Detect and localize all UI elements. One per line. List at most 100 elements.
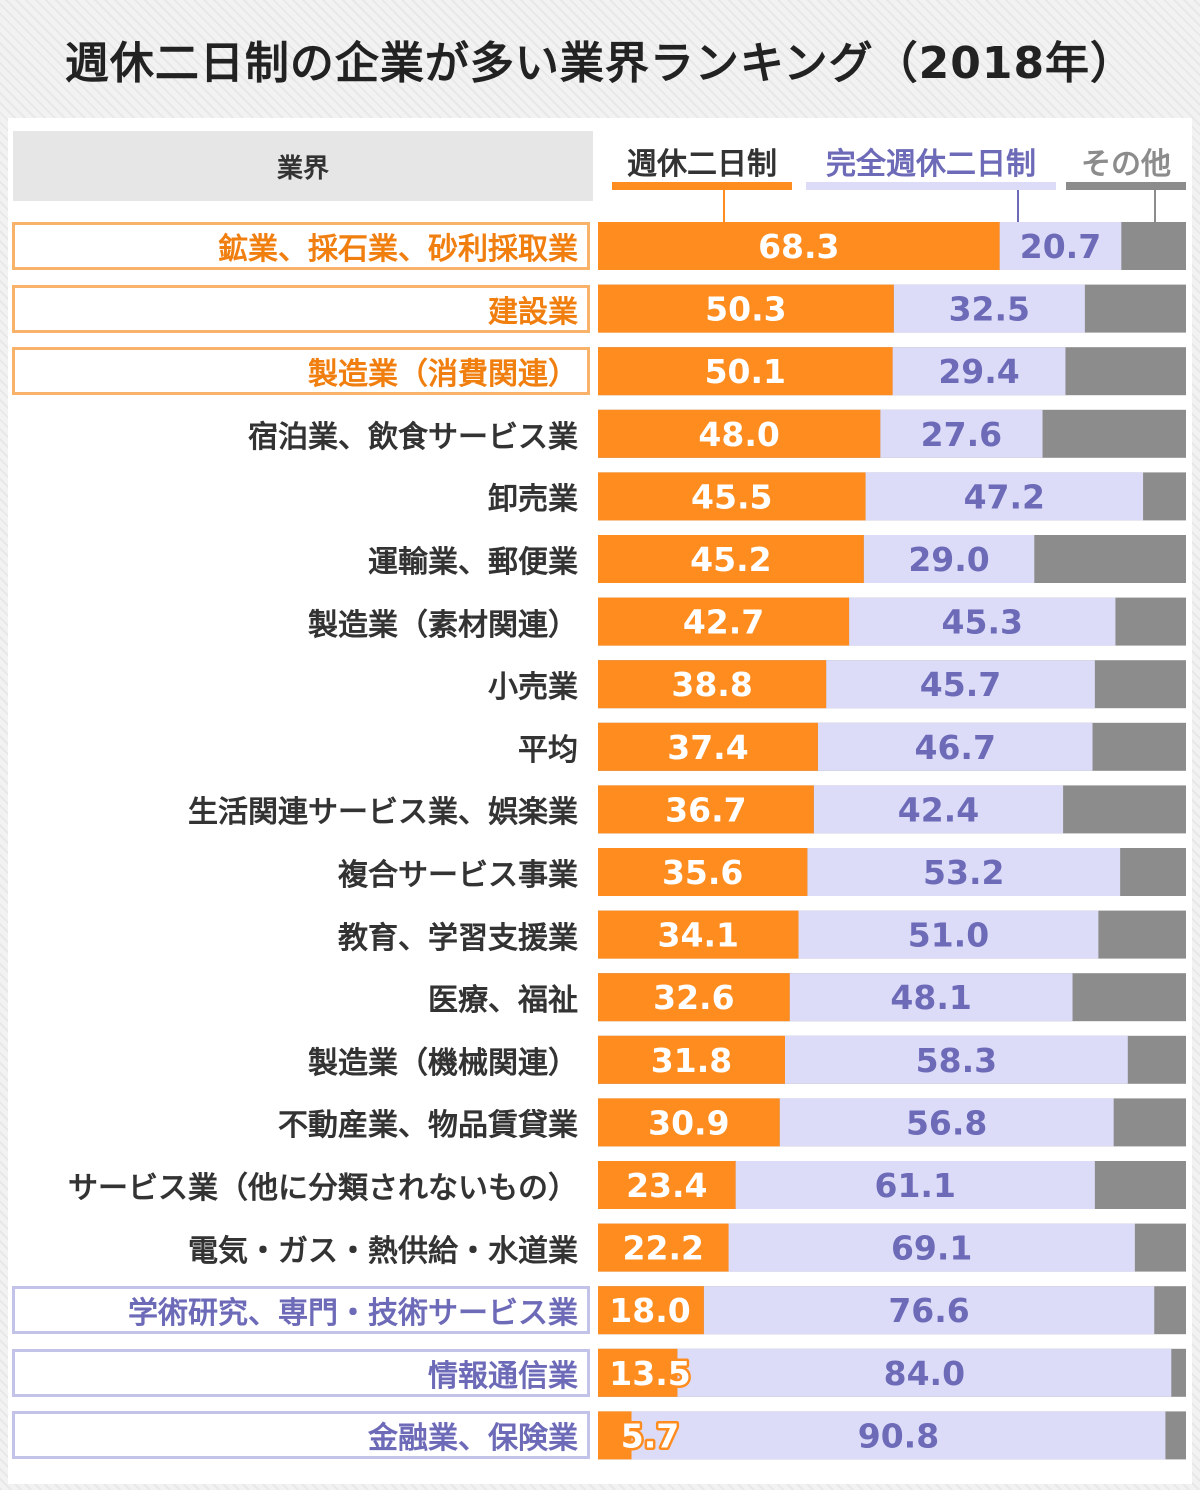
row-20-label-full2: 90.8	[858, 1416, 939, 1455]
row-8-bar-weekly2	[598, 660, 827, 709]
row-18-bar-weekly2	[598, 1286, 704, 1335]
chart-title: 週休二日制の企業が多い業界ランキング（2018年）	[64, 38, 1136, 89]
row-6-label-weekly2: 45.2	[690, 540, 771, 579]
row-3-highlight-box	[12, 347, 590, 396]
row-20-bar-full2	[631, 1411, 1166, 1460]
row-15-category-label: 不動産業、物品賃貸業	[278, 1108, 578, 1144]
row-10-label-full2: 42.4	[898, 790, 979, 829]
row-4-category-label: 宿泊業、飲食サービス業	[248, 419, 578, 455]
row-9-label-full2: 46.7	[914, 728, 995, 767]
row-18-label-weekly2: 18.0	[609, 1291, 690, 1330]
row-6-bar-weekly2	[598, 535, 864, 583]
row-7-bar-weekly2	[598, 597, 850, 646]
row-9-label-weekly2: 37.4	[667, 728, 748, 767]
row-5-bar-full2	[865, 472, 1144, 521]
row-3-label-weekly2: 50.1	[705, 352, 786, 391]
row-7-label-full2: 45.3	[942, 603, 1023, 642]
row-20-label-weekly2: 5.7	[621, 1416, 679, 1455]
row-6-label-full2: 29.0	[908, 540, 989, 579]
row-14-bar-weekly2	[598, 1035, 785, 1084]
row-11-bar-weekly2	[598, 848, 808, 896]
legend-other: その他	[1066, 140, 1186, 190]
row-3-category-label: 製造業（消費関連）	[308, 357, 578, 393]
row-19-highlight-box	[12, 1348, 590, 1397]
row-18-label-full2: 76.6	[888, 1291, 969, 1330]
row-12-label-weekly2: 34.1	[658, 916, 739, 955]
row-4-label-full2: 27.6	[921, 415, 1002, 454]
row-19-category-label: 情報通信業	[428, 1358, 578, 1394]
row-15-bar-full2	[779, 1098, 1114, 1147]
row-11-label-weekly2: 35.6	[662, 853, 743, 892]
row-2-highlight-box	[12, 284, 590, 333]
row-17-label-full2: 69.1	[891, 1229, 972, 1268]
row-11-label-full2: 53.2	[923, 853, 1004, 892]
row-15-label-weekly2: 30.9	[648, 1103, 729, 1142]
row-15-bar-weekly2	[598, 1098, 780, 1147]
row-18-highlight-box	[12, 1286, 590, 1335]
row-20-bar-weekly2	[598, 1411, 632, 1460]
row-10-bar-weekly2	[598, 785, 814, 834]
row-19-bar-full2	[677, 1348, 1172, 1397]
row-19-bar-weekly2	[598, 1348, 678, 1397]
row-20-highlight-box	[12, 1411, 590, 1460]
row-4-bar-full2	[880, 409, 1043, 458]
row-9-category-label: 平均	[518, 732, 578, 768]
row-8-bar-full2	[826, 660, 1095, 709]
row-1-highlight-box	[12, 222, 590, 270]
row-4-bar-weekly2	[598, 409, 881, 458]
legend-other-label: その他	[1081, 147, 1171, 182]
row-13-label-weekly2: 32.6	[653, 978, 734, 1017]
row-2-bar-full2	[893, 284, 1085, 333]
row-9-bar-weekly2	[598, 722, 818, 771]
row-1-bar-weekly2	[598, 222, 1000, 270]
row-1-bar-full2	[999, 222, 1122, 270]
row-2-label-weekly2: 50.3	[705, 290, 786, 329]
row-6-category-label: 運輸業、郵便業	[368, 545, 578, 580]
row-3-label-full2: 29.4	[938, 352, 1019, 391]
row-14-label-full2: 58.3	[916, 1041, 997, 1080]
row-17-bar-full2	[728, 1223, 1135, 1272]
row-13-bar-full2	[789, 973, 1073, 1022]
row-5-label-full2: 47.2	[964, 477, 1045, 516]
row-7-category-label: 製造業（素材関連）	[308, 607, 578, 643]
legend-weekly2: 週休二日制	[612, 140, 792, 190]
row-17-bar-weekly2	[598, 1223, 729, 1272]
row-9-bar-full2	[817, 722, 1093, 771]
row-16-label-weekly2: 23.4	[626, 1166, 707, 1205]
row-16-bar-weekly2	[598, 1161, 736, 1209]
row-16-bar-full2	[735, 1161, 1095, 1209]
row-13-category-label: 医療、福祉	[428, 983, 578, 1019]
row-12-category-label: 教育、学習支援業	[338, 920, 578, 956]
row-8-category-label: 小売業	[488, 670, 578, 706]
row-2-label-full2: 32.5	[949, 290, 1030, 329]
legend-weekly2-label: 週休二日制	[627, 147, 777, 182]
row-5-category-label: 卸売業	[488, 482, 578, 518]
row-17-label-weekly2: 22.2	[623, 1229, 704, 1268]
row-13-bar-weekly2	[598, 973, 790, 1022]
row-6-bar-full2	[863, 535, 1035, 583]
row-1-label-full2: 20.7	[1020, 227, 1101, 266]
row-7-bar-full2	[849, 597, 1116, 646]
row-10-category-label: 生活関連サービス業、娯楽業	[188, 795, 578, 831]
row-17-category-label: 電気・ガス・熱供給・水道業	[188, 1233, 578, 1269]
row-1-category-label: 鉱業、採石業、砂利採取業	[218, 232, 578, 267]
row-8-label-full2: 45.7	[920, 665, 1001, 704]
row-13-label-full2: 48.1	[890, 978, 971, 1017]
row-14-label-weekly2: 31.8	[651, 1041, 732, 1080]
row-16-label-full2: 61.1	[875, 1166, 956, 1205]
row-2-bar-weekly2	[598, 284, 894, 333]
row-7-label-weekly2: 42.7	[683, 603, 764, 642]
row-12-bar-weekly2	[598, 910, 799, 959]
row-20-category-label: 金融業、保険業	[368, 1421, 578, 1457]
row-18-bar-full2	[703, 1286, 1155, 1335]
row-4-label-weekly2: 48.0	[698, 415, 779, 454]
row-10-bar-full2	[813, 785, 1064, 834]
row-3-bar-full2	[892, 347, 1066, 396]
row-2-category-label: 建設業	[488, 294, 578, 330]
row-15-label-full2: 56.8	[906, 1103, 987, 1142]
legend-full2: 完全週休二日制	[806, 140, 1056, 190]
row-12-label-full2: 51.0	[908, 916, 989, 955]
row-10-label-weekly2: 36.7	[665, 790, 746, 829]
row-14-bar-full2	[784, 1035, 1128, 1084]
